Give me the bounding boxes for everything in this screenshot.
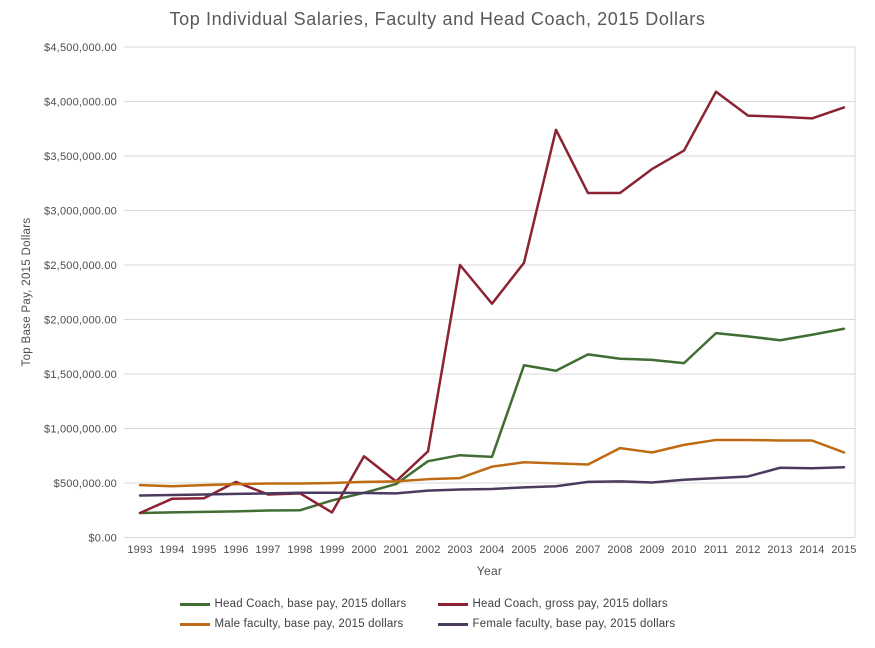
x-tick-label: 1994	[159, 544, 184, 556]
legend-item: Head Coach, base pay, 2015 dollars	[179, 598, 438, 610]
x-tick-label: 1999	[319, 544, 344, 556]
x-tick-label: 2014	[799, 544, 824, 556]
series-line-head-coach-gross-pay-2015-dollars	[138, 90, 846, 515]
x-tick-label: 2011	[704, 544, 728, 556]
y-tick-label: $2,000,000.00	[44, 315, 117, 327]
legend-label: Female faculty, base pay, 2015 dollars	[472, 618, 676, 630]
legend-item: Male faculty, base pay, 2015 dollars	[179, 618, 438, 630]
legend: Head Coach, base pay, 2015 dollars Head C…	[0, 598, 875, 630]
chart-title: Top Individual Salaries, Faculty and Hea…	[169, 9, 706, 29]
series-line-female-faculty-base-pay-2015-dollars	[138, 465, 846, 497]
x-tick-label: 2001	[383, 544, 408, 556]
y-tick-label: $0.00	[88, 533, 117, 545]
x-axis-title: Year	[476, 564, 503, 578]
x-tick-label: 2013	[767, 544, 792, 556]
x-tick-label: 1995	[191, 544, 216, 556]
y-tick-label: $3,500,000.00	[44, 151, 117, 163]
x-tick-label: 1996	[223, 544, 248, 556]
legend-label: Male faculty, base pay, 2015 dollars	[214, 618, 404, 630]
x-tick-label: 2008	[607, 544, 632, 556]
y-tick-label: $2,500,000.00	[44, 260, 117, 272]
legend-item: Female faculty, base pay, 2015 dollars	[437, 618, 696, 630]
x-tick-label: 1998	[287, 544, 312, 556]
x-tick-label: 2010	[671, 544, 696, 556]
y-tick-label: $4,500,000.00	[44, 42, 117, 54]
y-tick-label: $500,000.00	[54, 478, 117, 490]
x-tick-label: 1997	[255, 544, 280, 556]
x-tick-label: 2006	[543, 544, 568, 556]
x-tick-label: 2015	[831, 544, 856, 556]
y-tick-label: $1,000,000.00	[44, 424, 117, 436]
x-tick-label: 1993	[127, 544, 152, 556]
legend-label: Head Coach, base pay, 2015 dollars	[214, 598, 407, 610]
legend-line-swatch	[179, 622, 210, 626]
x-tick-label: 2000	[351, 544, 376, 556]
legend-item: Head Coach, gross pay, 2015 dollars	[437, 598, 696, 610]
y-tick-label: $3,000,000.00	[44, 206, 117, 218]
series-line-head-coach-base-pay-2015-dollars	[138, 327, 846, 515]
y-tick-label: $1,500,000.00	[44, 369, 117, 381]
x-tick-label: 2002	[415, 544, 440, 556]
x-tick-label: 2005	[511, 544, 536, 556]
legend-line-swatch	[437, 602, 468, 606]
legend-line-swatch	[437, 622, 468, 626]
x-tick-label: 2007	[575, 544, 600, 556]
series-line-male-faculty-base-pay-2015-dollars	[138, 438, 846, 488]
plot-area: $0.00 $500,000.00 $1,000,000.00 $1,500,000.…	[44, 42, 856, 556]
y-tick-label: $4,000,000.00	[44, 97, 117, 109]
x-tick-label: 2004	[479, 544, 504, 556]
legend-line-swatch	[179, 602, 210, 606]
x-tick-label: 2003	[447, 544, 472, 556]
x-tick-label: 2012	[735, 544, 760, 556]
legend-label: Head Coach, gross pay, 2015 dollars	[472, 598, 668, 610]
x-tick-label: 2009	[639, 544, 664, 556]
